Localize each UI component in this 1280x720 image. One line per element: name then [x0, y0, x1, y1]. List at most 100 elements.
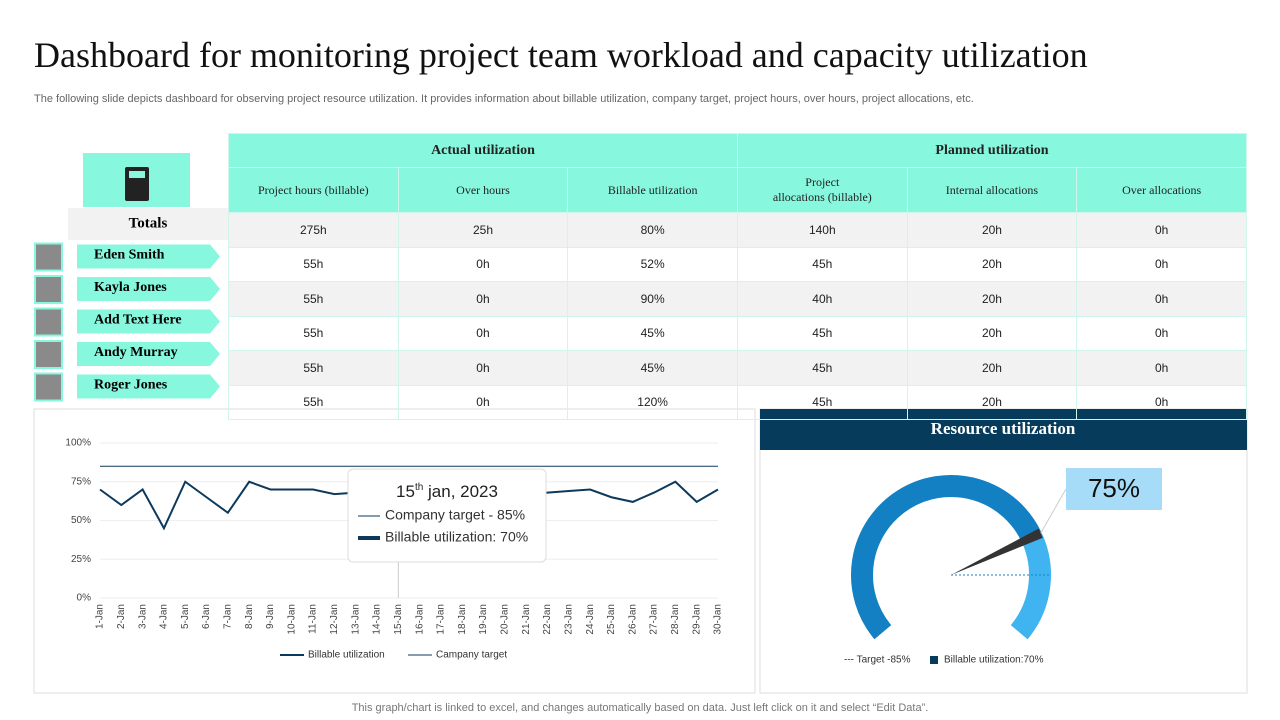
member-name: Kayla Jones — [94, 280, 167, 295]
table-cell: 275h — [228, 212, 399, 248]
table-cell: 55h — [228, 246, 399, 282]
table-cell: 120% — [567, 384, 738, 420]
table-row: 275h 25h 80% 140h 20h 0h — [228, 212, 1247, 248]
gauge-arc — [1010, 532, 1051, 640]
x-tick-label: 3-Jan — [137, 604, 148, 629]
x-tick-label: 27-Jan — [649, 604, 660, 635]
x-tick-label: 30-Jan — [713, 604, 724, 635]
table-cell: 45h — [736, 315, 908, 351]
table-cell: 0h — [397, 281, 569, 317]
title: Dashboard for monitoring project team wo… — [34, 35, 1088, 75]
table-cell: 20h — [906, 384, 1078, 420]
table-cell: 20h — [906, 315, 1078, 351]
table-cell: 20h — [906, 281, 1078, 317]
member-name: Eden Smith — [94, 248, 165, 263]
avatar — [34, 307, 63, 337]
tooltip — [347, 468, 547, 563]
member-name: Andy Murray — [94, 345, 178, 360]
header-row: Project hours (billable) Over hours Billab… — [228, 167, 1247, 213]
x-tick-label: 28-Jan — [670, 604, 681, 635]
x-tick-label: 25-Jan — [606, 604, 617, 635]
x-tick-label: 24-Jan — [585, 604, 596, 635]
table-cell: 45h — [736, 246, 908, 282]
column-header-line: allocations (billable) — [772, 190, 872, 204]
x-tick-label: 29-Jan — [691, 604, 702, 635]
table-row: 55h 0h 52% 45h 20h 0h — [228, 246, 1247, 282]
x-tick-label: 21-Jan — [521, 604, 532, 635]
x-tick-label: 4-Jan — [159, 604, 170, 629]
y-tick-label: 100% — [65, 438, 91, 449]
x-tick-label: 22-Jan — [542, 604, 553, 635]
x-tick-label: 12-Jan — [329, 604, 340, 635]
x-tick-label: 10-Jan — [286, 604, 297, 635]
totals-label: Totals — [129, 215, 168, 231]
table-cell: 45% — [567, 350, 738, 386]
table-row: 55h 0h 45% 45h 20h 0h — [228, 315, 1247, 351]
x-tick-label: 5-Jan — [180, 604, 191, 629]
table-cell: 55h — [228, 315, 399, 351]
table-cell: 0h — [1076, 246, 1247, 282]
column-header: Internal allocations — [906, 167, 1078, 213]
table-cell: 20h — [906, 246, 1078, 282]
x-tick-label: 13-Jan — [350, 604, 361, 635]
tooltip-line: Billable utilization: 70% — [385, 529, 528, 545]
avatar — [34, 275, 63, 304]
y-tick-label: 50% — [71, 515, 91, 526]
table-cell: 0h — [397, 246, 569, 282]
table-cell: 40h — [736, 281, 908, 317]
table-cell: 45% — [567, 315, 738, 351]
tooltip-title-part: jan, 2023 — [423, 482, 498, 501]
avatar — [34, 242, 63, 272]
name-tag — [77, 309, 220, 334]
legend-label: Campany target — [436, 650, 507, 661]
table: Actual utilization Planned utilization Pro… — [228, 133, 1248, 420]
table-cell: 45h — [736, 350, 908, 386]
table-row: 55h 0h 90% 40h 20h 0h — [228, 281, 1247, 317]
table-cell: 0h — [1076, 281, 1247, 317]
table-cell: 0h — [397, 350, 569, 386]
x-tick-label: 19-Jan — [478, 604, 489, 635]
column-header: Billable utilization — [567, 167, 738, 213]
gauge-legend: --- Target -85% — [844, 655, 911, 666]
legend-label: Billable utilization — [308, 650, 385, 661]
avatar — [34, 340, 63, 369]
gauge-legend: Billable utilization:70% — [944, 655, 1044, 666]
x-tick-label: 1-Jan — [95, 604, 106, 629]
x-tick-label: 17-Jan — [436, 604, 447, 635]
footer: This graph/chart is linked to excel, and… — [351, 702, 929, 714]
name-tag — [77, 374, 220, 399]
table-cell: 45h — [736, 384, 908, 420]
table-cell: 0h — [1076, 384, 1247, 420]
table-cell: 0h — [1076, 315, 1247, 351]
table-cell: 55h — [228, 384, 399, 420]
y-tick-label: 0% — [77, 593, 92, 604]
gauge-value: 75% — [1088, 473, 1140, 503]
name-tag — [77, 277, 220, 301]
table-cell: 20h — [906, 212, 1078, 248]
table-cell: 0h — [1076, 212, 1247, 248]
table-cell: 0h — [397, 384, 569, 420]
gauge-legend-swatch — [930, 656, 938, 664]
x-tick-label: 14-Jan — [372, 604, 383, 635]
x-tick-label: 23-Jan — [563, 604, 574, 635]
totals-cell — [68, 208, 228, 240]
header-row: Actual utilization Planned utilization — [228, 133, 1248, 168]
x-tick-label: 7-Jan — [223, 604, 234, 629]
x-tick-label: 8-Jan — [244, 604, 255, 629]
subtitle: The following slide depicts dashboard fo… — [34, 93, 974, 105]
callout-line — [1040, 488, 1067, 534]
x-tick-label: 9-Jan — [265, 604, 276, 629]
calculator-screen — [129, 171, 145, 178]
table-cell: 55h — [228, 281, 399, 317]
table-cell: 20h — [906, 350, 1078, 386]
table-cell: 0h — [1076, 350, 1247, 386]
gauge-needle — [951, 528, 1043, 575]
y-tick-label: 25% — [71, 554, 91, 565]
group-header: Planned utilization — [736, 133, 1248, 168]
tooltip-title-part: th — [415, 482, 423, 493]
tooltip-title: 15th jan, 2023 — [396, 482, 498, 502]
column-header: Project hours (billable) — [228, 167, 399, 213]
x-tick-label: 6-Jan — [201, 604, 212, 629]
y-tick-label: 75% — [71, 476, 91, 487]
